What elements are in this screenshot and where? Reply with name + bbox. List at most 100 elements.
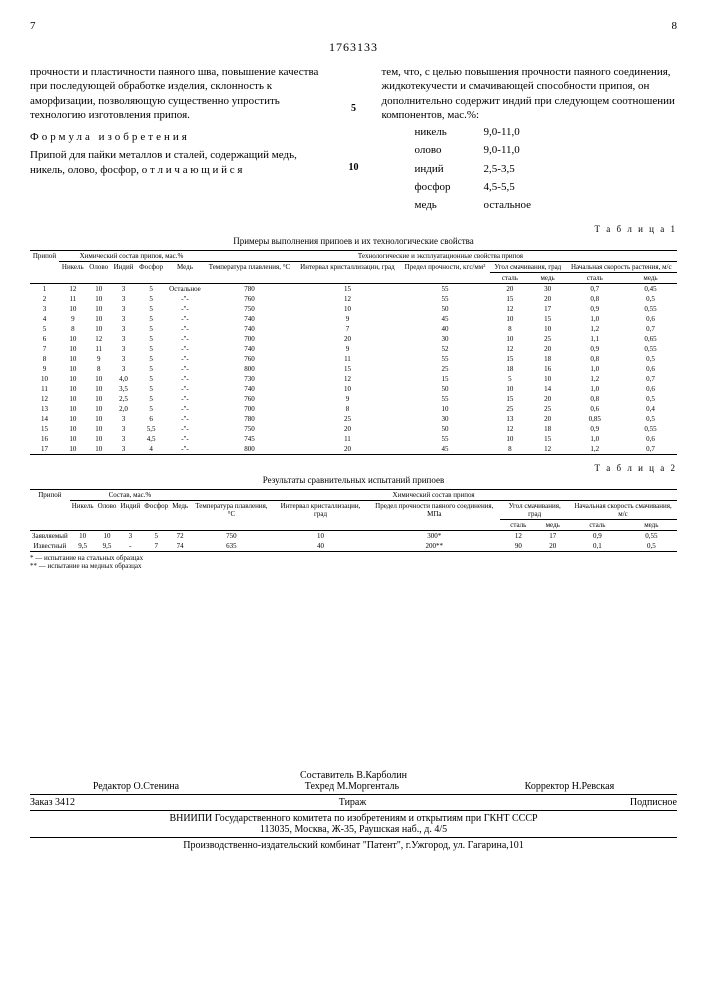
- cell: 0,6: [624, 314, 677, 324]
- table2-title: Результаты сравнительных испытаний припо…: [30, 475, 677, 485]
- cell: 9: [295, 394, 400, 404]
- vniipi: ВНИИПИ Государственного комитета по изоб…: [30, 813, 677, 824]
- comp-val: 9,0-11,0: [483, 142, 533, 158]
- cell: 700: [204, 334, 295, 344]
- cell: 300*: [368, 530, 500, 541]
- cell: 0,9: [569, 530, 626, 541]
- cell: -"-: [166, 364, 204, 374]
- cell: 10: [490, 334, 530, 344]
- cell: 10: [400, 404, 490, 414]
- cell: 8: [87, 364, 111, 374]
- cell: 3: [30, 304, 59, 314]
- cell: 15: [490, 294, 530, 304]
- t2-th-ang-copper: медь: [536, 519, 569, 530]
- cell: 10: [59, 364, 87, 374]
- cell: 0,9: [566, 304, 624, 314]
- table1: Припой Химический состав припоя, мас.% Т…: [30, 250, 677, 455]
- cell: 760: [204, 354, 295, 364]
- comp-name: олово: [414, 142, 481, 158]
- cell: 10: [87, 424, 111, 434]
- cell: 15: [30, 424, 59, 434]
- cell: 45: [400, 314, 490, 324]
- cell: 760: [204, 394, 295, 404]
- line-mark-5: 5: [346, 103, 362, 114]
- table-row: 910835-"-800152518161,00,6: [30, 364, 677, 374]
- table-row: 581035-"-7407408101,20,7: [30, 324, 677, 334]
- footer: Составитель В.Карболин Редактор О.Стенин…: [30, 770, 677, 851]
- cell: 0,55: [624, 344, 677, 354]
- cell: 0,4: [624, 404, 677, 414]
- cell: -: [118, 541, 142, 552]
- cell: 15: [530, 314, 566, 324]
- cell: 3: [111, 314, 136, 324]
- th-ang-copper: медь: [530, 272, 566, 283]
- formula-title: Формула изобретения: [30, 130, 326, 144]
- cell: 0,7: [624, 374, 677, 384]
- cell: 3: [111, 444, 136, 455]
- cell: 5: [136, 334, 166, 344]
- cell: 750: [190, 530, 273, 541]
- cell: 3: [111, 324, 136, 334]
- table-row: 1121035Остальное780155520300,70,45: [30, 283, 677, 294]
- cell: 25: [530, 404, 566, 414]
- table-row: Известный9,59,5-77463540200**90200,10,5: [30, 541, 677, 552]
- cell: 4,5: [136, 434, 166, 444]
- cell: 10: [490, 434, 530, 444]
- cell: 12: [295, 294, 400, 304]
- cell: 1,2: [566, 324, 624, 334]
- cell: 3: [111, 364, 136, 374]
- cell: 9,5: [70, 541, 96, 552]
- cell: 11: [87, 344, 111, 354]
- cell: 5: [136, 314, 166, 324]
- comp-name: фосфор: [414, 179, 481, 195]
- corrector: Корректор Н.Ревская: [525, 781, 615, 792]
- table1-body: 1121035Остальное780155520300,70,45211103…: [30, 283, 677, 454]
- cell: 5: [136, 283, 166, 294]
- cell: 10: [87, 444, 111, 455]
- cell: 6: [30, 334, 59, 344]
- cell: 3: [111, 424, 136, 434]
- cell: 25: [400, 364, 490, 374]
- cell: 7: [30, 344, 59, 354]
- cell: 12: [490, 424, 530, 434]
- cell: 9: [295, 314, 400, 324]
- line-markers: 5 10: [346, 65, 362, 216]
- cell: -"-: [166, 344, 204, 354]
- cell: 2,5: [111, 394, 136, 404]
- cell: 10: [530, 324, 566, 334]
- cell: 10: [59, 384, 87, 394]
- cell: 8: [490, 324, 530, 334]
- table2-footnotes: * — испытание на стальных образцах ** — …: [30, 554, 677, 570]
- cell: 0,5: [624, 394, 677, 404]
- cell: 20: [490, 283, 530, 294]
- cell: 20: [295, 444, 400, 455]
- table-row: 491035-"-74094510151,00,6: [30, 314, 677, 324]
- cell: 12: [30, 394, 59, 404]
- table-row: 1210102,55-"-76095515200,80,5: [30, 394, 677, 404]
- cell: 10: [30, 374, 59, 384]
- cell: 0,8: [566, 354, 624, 364]
- cell: 10: [59, 404, 87, 414]
- cell: 10: [530, 374, 566, 384]
- cell: 1,0: [566, 434, 624, 444]
- cell: 0,6: [566, 404, 624, 414]
- t2-th-spd: Начальная скорость смачивания, м/с: [569, 500, 677, 519]
- cell: 5: [136, 364, 166, 374]
- th-ang-steel: сталь: [490, 272, 530, 283]
- cell: 10: [87, 374, 111, 384]
- cell: 11: [295, 434, 400, 444]
- cell: 3: [111, 414, 136, 424]
- cell: 3: [111, 354, 136, 364]
- t2-th-pripoi: Припой: [30, 489, 70, 530]
- cell: 0,7: [566, 283, 624, 294]
- cell: 9,5: [96, 541, 119, 552]
- cell: 30: [400, 414, 490, 424]
- editor: Редактор О.Стенина: [93, 781, 179, 792]
- order-row: Заказ 3412 Тираж Подписное: [30, 795, 677, 811]
- cell: 10: [87, 294, 111, 304]
- cell: 10: [59, 344, 87, 354]
- cell: 3,5: [111, 384, 136, 394]
- cell: 12: [530, 444, 566, 455]
- t2-th-cu: Медь: [170, 500, 190, 530]
- cell: 10: [295, 304, 400, 314]
